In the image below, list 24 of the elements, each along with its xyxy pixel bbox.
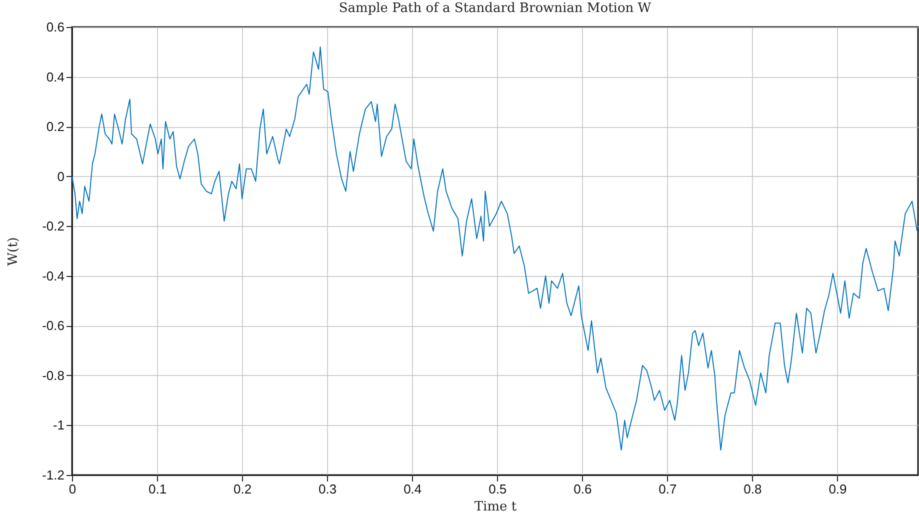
y-tick-label: -1.2 — [42, 468, 64, 482]
y-tick-label: -1 — [52, 418, 64, 433]
x-tick-label: 0.5 — [488, 482, 507, 496]
y-tick-label: 0 — [57, 168, 64, 184]
x-tick-label: 0.1 — [148, 482, 167, 496]
x-tick-label: 0.2 — [234, 482, 252, 496]
x-axis-title: Time t — [474, 500, 518, 514]
x-tick-label: 0.6 — [574, 482, 592, 496]
y-tick-label: -0.8 — [42, 368, 64, 383]
y-tick-label: -0.6 — [42, 318, 64, 334]
y-axis-title: W(t) — [6, 237, 22, 266]
x-tick-label: 0 — [68, 482, 76, 496]
y-tick-label: 0.2 — [46, 119, 64, 134]
x-tick-label: 0.3 — [318, 482, 337, 496]
y-tick-label: -0.4 — [42, 268, 64, 284]
x-tick-label: 0.4 — [404, 482, 422, 496]
y-tick-label: -0.2 — [42, 218, 64, 234]
y-tick-label: 0.4 — [46, 69, 64, 84]
x-tick-label: 0.7 — [658, 482, 677, 496]
chart-title: Sample Path of a Standard Brownian Motion W — [338, 1, 652, 16]
x-tick-label: 0.8 — [744, 482, 762, 496]
y-tick-label: 0.6 — [46, 20, 64, 34]
line-series — [72, 46, 918, 451]
x-tick-label: 0.9 — [828, 482, 847, 496]
